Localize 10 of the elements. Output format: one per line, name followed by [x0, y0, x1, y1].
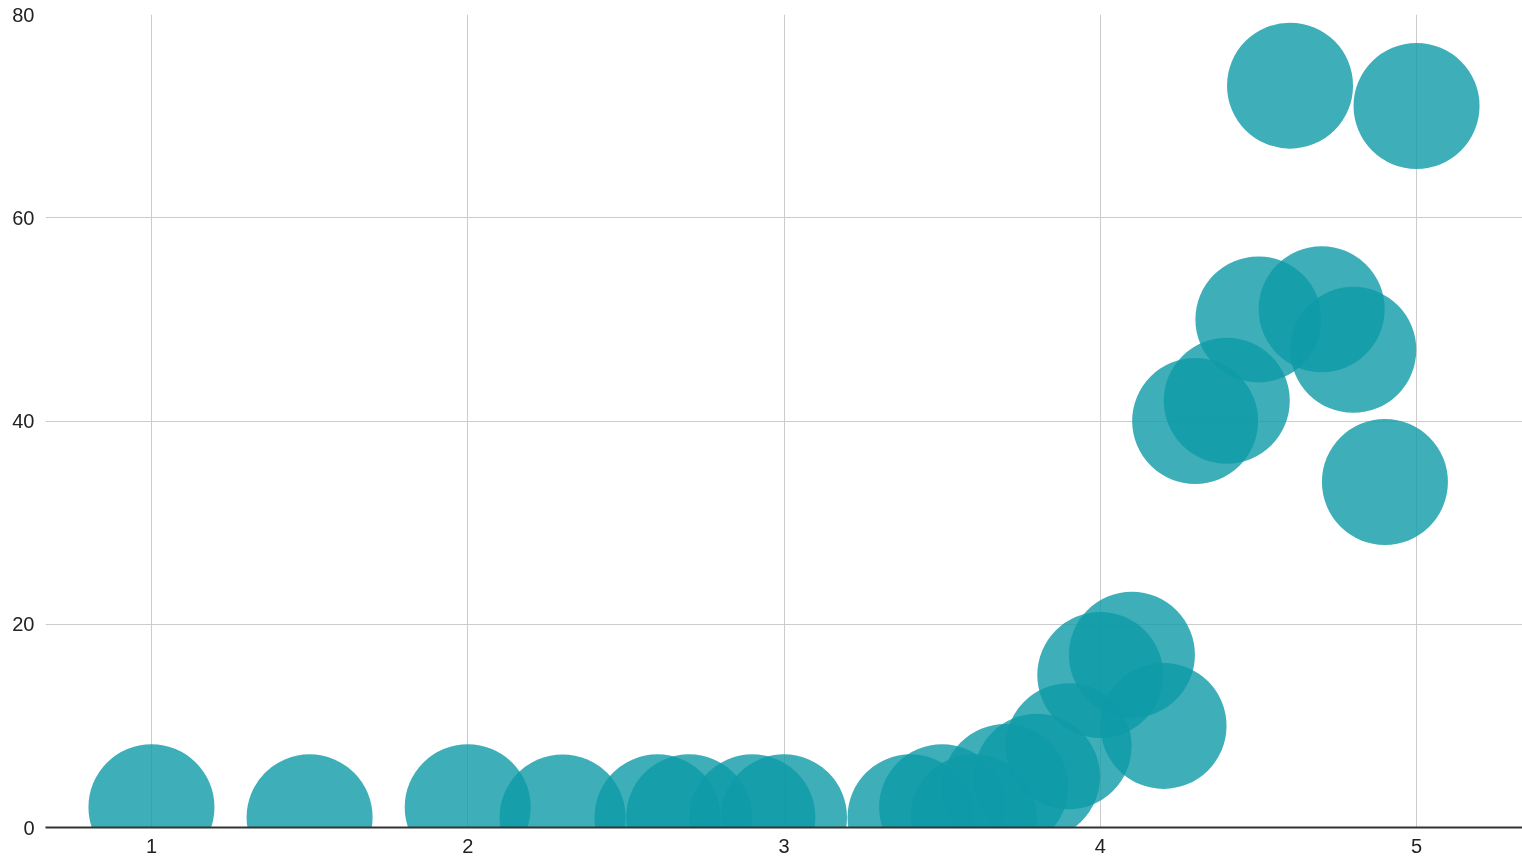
y-tick-label: 40 — [12, 410, 35, 432]
x-tick-label: 4 — [1094, 834, 1106, 857]
x-tick-label: 3 — [778, 834, 790, 857]
y-tick-label: 80 — [12, 3, 35, 26]
x-tick-label: 2 — [462, 834, 474, 857]
x-tick-label: 5 — [1410, 834, 1423, 857]
x-tick-label: 1 — [145, 834, 158, 857]
y-tick-label: 20 — [12, 613, 35, 636]
y-tick-label: 60 — [12, 206, 35, 229]
y-tick-label: 0 — [23, 816, 35, 839]
